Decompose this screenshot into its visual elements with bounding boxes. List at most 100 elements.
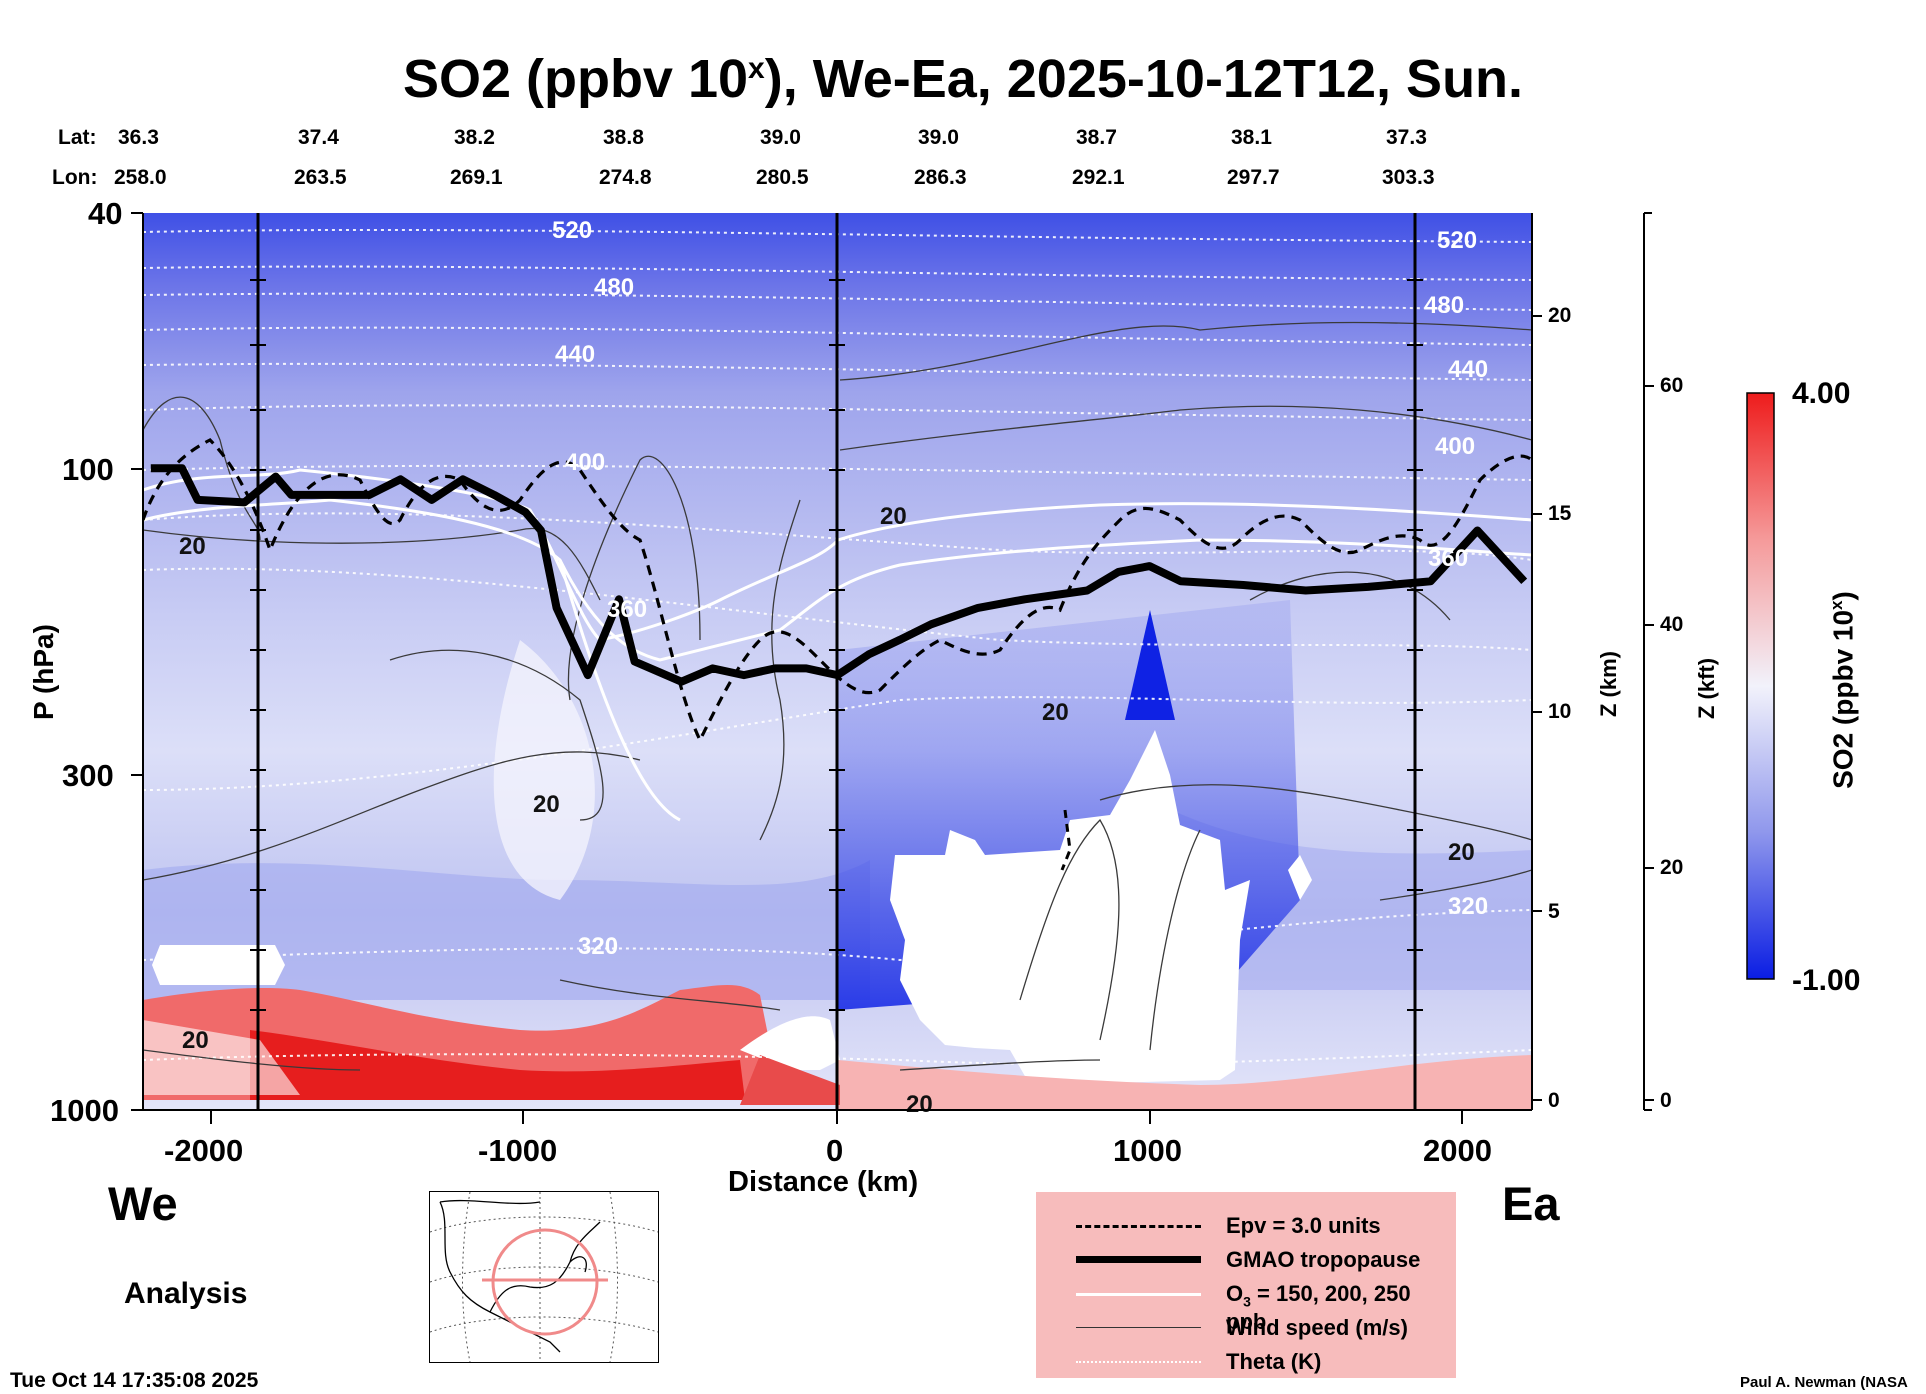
section-dividers: [256, 213, 1417, 1110]
legend: Epv = 3.0 units GMAO tropopause O3 = 150…: [1036, 1192, 1456, 1378]
colorbar-max-label: 4.00: [1792, 377, 1851, 410]
theta-contours: [143, 228, 1532, 1066]
wind-label: 20: [880, 503, 907, 530]
lat-value: 39.0: [760, 126, 801, 149]
theta-label: 520: [552, 217, 592, 244]
lon-value: 258.0: [114, 166, 167, 189]
z-km-tick-label: 0: [1548, 1089, 1560, 1112]
lon-label: Lon:: [52, 166, 98, 189]
x-tick-label: -2000: [164, 1133, 244, 1168]
theta-label: 440: [555, 341, 595, 368]
x-tick-label: -1000: [478, 1133, 558, 1168]
lon-value: 274.8: [599, 166, 652, 189]
x-tick-label: 0: [826, 1133, 844, 1168]
missing-region-west: [152, 945, 285, 985]
x-tick-label: 1000: [1113, 1133, 1182, 1168]
theta-label: 320: [1448, 893, 1488, 920]
lat-value: 38.8: [603, 126, 644, 149]
z-kft-axis-label: Z (kft): [1694, 657, 1719, 719]
wind-label: 20: [1448, 839, 1475, 866]
lat-value: 38.1: [1231, 126, 1272, 149]
theta-labels: 520 480 440 400 360 320 520 480 440 400 …: [552, 217, 1488, 960]
theta-label: 320: [578, 933, 618, 960]
z-km-axis-label: Z (km): [1596, 651, 1621, 717]
z-km-tick-label: 20: [1548, 304, 1572, 327]
credit: Paul A. Newman (NASA: [1740, 1374, 1908, 1391]
z-kft-axis: [1643, 212, 1654, 1111]
analysis-label: Analysis: [124, 1277, 248, 1310]
lon-value: 303.3: [1382, 166, 1435, 189]
legend-item-ozone: O3 = 150, 200, 250 ppb: [1036, 1277, 1456, 1334]
theta-label: 360: [1428, 545, 1468, 572]
lat-label: Lat:: [58, 126, 97, 149]
z-km-tick-label: 15: [1548, 502, 1572, 525]
so2-red-west-core: [250, 1030, 745, 1100]
lat-value: 38.2: [454, 126, 495, 149]
lon-value: 286.3: [914, 166, 967, 189]
x-ticks: [210, 1110, 1463, 1124]
y-tick-label: 1000: [50, 1093, 119, 1128]
z-km-tick-label: 10: [1548, 700, 1572, 723]
lat-value: 36.3: [118, 126, 159, 149]
legend-item-epv: Epv = 3.0 units: [1036, 1209, 1456, 1243]
y-ticks: [131, 212, 143, 1111]
timestamp: Tue Oct 14 17:35:08 2025: [10, 1369, 259, 1392]
lon-value: 280.5: [756, 166, 809, 189]
wind-contours: [143, 321, 1532, 1071]
lat-value: 39.0: [918, 126, 959, 149]
lat-value: 38.7: [1076, 126, 1117, 149]
theta-label: 400: [565, 449, 605, 476]
tropopause-line: [150, 464, 1528, 686]
legend-item-wind: Wind speed (m/s): [1036, 1311, 1456, 1345]
so2-blue-spike: [1125, 610, 1175, 720]
z-kft-tick-label: 20: [1660, 856, 1684, 879]
theta-label: 360: [607, 596, 647, 623]
so2-blue-band-west: [143, 860, 870, 1000]
lon-value: 263.5: [294, 166, 347, 189]
epv-curve: [143, 438, 1532, 744]
y-tick-label: 100: [62, 452, 114, 487]
wind-label: 20: [906, 1091, 933, 1118]
z-kft-tick-label: 0: [1660, 1089, 1672, 1112]
legend-item-tropopause: GMAO tropopause: [1036, 1243, 1456, 1277]
chart-title: SO2 (ppbv 10x), We-Ea, 2025-10-12T12, Su…: [402, 49, 1524, 109]
locator-map-svg: [430, 1192, 658, 1362]
lat-value: 37.3: [1386, 126, 1427, 149]
z-km-ticks: [1532, 315, 1542, 1101]
missing-region-east: [1288, 855, 1312, 900]
so2-light-region: [493, 640, 595, 900]
missing-region-center: [890, 730, 1250, 1085]
z-km-tick-label: 5: [1548, 900, 1560, 923]
theta-label: 440: [1448, 356, 1488, 383]
west-label: We: [108, 1177, 178, 1230]
theta-label: 520: [1437, 227, 1477, 254]
lon-value: 297.7: [1227, 166, 1280, 189]
wind-labels: 20 20 20 20 20 20 20 20: [179, 503, 1475, 1118]
y-tick-label: 300: [62, 758, 114, 793]
lon-value: 269.1: [450, 166, 503, 189]
colorbar-title: SO2 (ppbv 10x): [1827, 591, 1859, 789]
lon-value: 292.1: [1072, 166, 1125, 189]
colorbar-min-label: -1.00: [1792, 964, 1861, 997]
locator-map: [429, 1191, 659, 1363]
theta-label: 480: [1424, 292, 1464, 319]
lat-value: 37.4: [298, 126, 339, 149]
x-tick-label: 2000: [1423, 1133, 1492, 1168]
wind-label: 20: [182, 1027, 209, 1054]
theta-label: 480: [594, 274, 634, 301]
y-tick-label: 40: [88, 196, 123, 231]
wind-label: 20: [533, 791, 560, 818]
missing-region-small: [740, 1016, 840, 1070]
colorbar: [1746, 392, 1775, 980]
so2-red-east: [838, 1055, 1532, 1110]
so2-red-center: [740, 1055, 840, 1105]
theta-label: 400: [1435, 433, 1475, 460]
x-axis-label: Distance (km): [728, 1166, 919, 1198]
z-kft-tick-label: 60: [1660, 374, 1684, 397]
z-kft-tick-label: 40: [1660, 613, 1684, 636]
wind-label: 20: [1042, 699, 1069, 726]
east-label: Ea: [1502, 1177, 1560, 1230]
legend-item-theta: Theta (K): [1036, 1345, 1456, 1379]
wind-label: 20: [179, 533, 206, 560]
